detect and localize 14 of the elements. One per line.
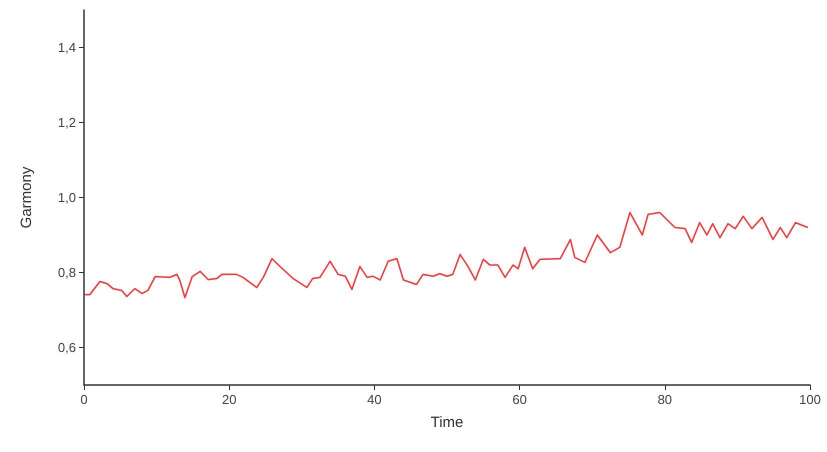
y-tick-label: 1,4 [58, 40, 76, 55]
x-tick-label: 40 [367, 392, 382, 407]
line-series [84, 212, 809, 298]
x-tick-label: 100 [799, 392, 821, 407]
y-tick-label: 1,0 [58, 190, 76, 205]
x-tick-label: 60 [512, 392, 527, 407]
x-tick-label: 0 [80, 392, 88, 407]
y-tick-label: 0,6 [58, 340, 76, 355]
y-tick-label: 1,2 [58, 115, 76, 130]
x-tick-label: 20 [222, 392, 236, 407]
y-axis-title: Garmony [18, 166, 35, 228]
y-tick-label: 0,8 [58, 265, 76, 280]
x-tick-label: 80 [658, 392, 672, 407]
x-axis-title: Time [430, 414, 464, 431]
